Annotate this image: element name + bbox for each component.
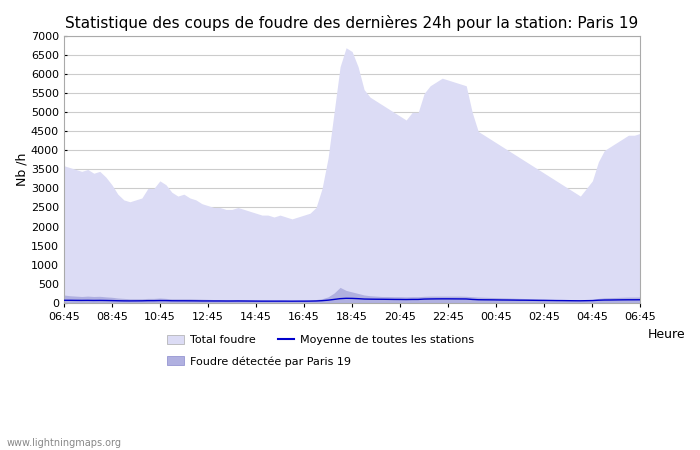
Title: Statistique des coups de foudre des dernières 24h pour la station: Paris 19: Statistique des coups de foudre des dern… xyxy=(66,15,638,31)
Text: www.lightningmaps.org: www.lightningmaps.org xyxy=(7,438,122,448)
Text: Heure: Heure xyxy=(648,328,685,341)
Legend: Foudre détectée par Paris 19: Foudre détectée par Paris 19 xyxy=(167,356,351,367)
Y-axis label: Nb /h: Nb /h xyxy=(15,153,28,186)
